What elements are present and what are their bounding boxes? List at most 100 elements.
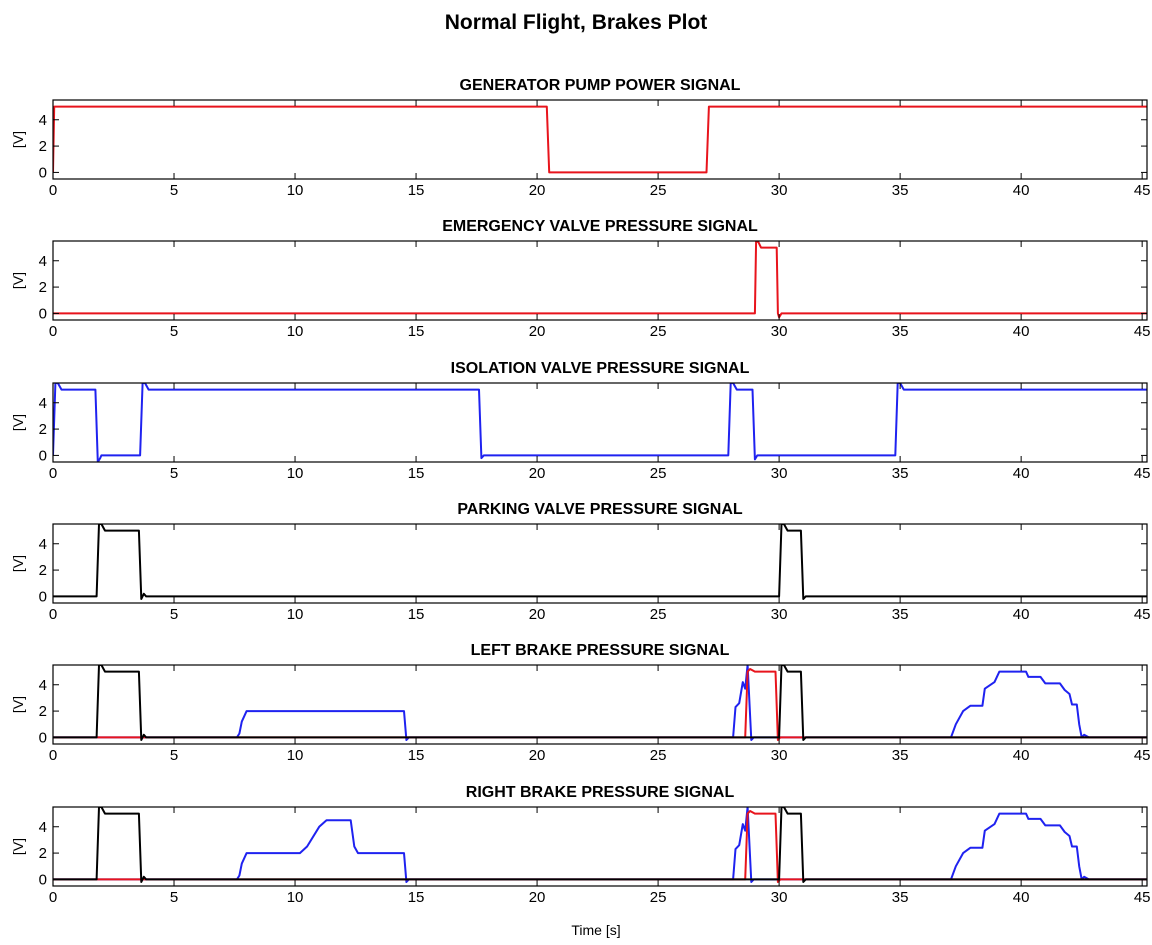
subplot-title: LEFT BRAKE PRESSURE SIGNAL (471, 642, 730, 659)
x-tick-label: 25 (650, 465, 667, 482)
x-tick-label: 25 (650, 606, 667, 623)
x-tick-label: 10 (287, 182, 304, 199)
y-axis-label: [V] (10, 555, 26, 572)
x-tick-label: 0 (49, 465, 57, 482)
x-tick-label: 5 (170, 606, 178, 623)
x-tick-label: 45 (1134, 747, 1151, 764)
subplot-1: GENERATOR PUMP POWER SIGNAL 0 5 10 15 20 25 30 3… (10, 77, 1151, 199)
x-tick-label: 0 (49, 606, 57, 623)
x-tick-label: 10 (287, 747, 304, 764)
x-tick-label: 20 (529, 465, 546, 482)
x-tick-label: 45 (1134, 465, 1151, 482)
y-tick-label: 4 (39, 677, 47, 694)
y-axis-label: [V] (10, 696, 26, 713)
x-tick-label: 40 (1013, 747, 1030, 764)
series-line-red (53, 241, 1147, 319)
x-tick-label: 5 (170, 182, 178, 199)
x-tick-label: 30 (771, 889, 788, 906)
x-tick-label: 45 (1134, 182, 1151, 199)
x-tick-label: 45 (1134, 323, 1151, 340)
series-line-blue (53, 807, 1147, 883)
x-tick-label: 0 (49, 182, 57, 199)
plot-frame (52, 240, 1148, 321)
subplot-title: EMERGENCY VALVE PRESSURE SIGNAL (442, 218, 758, 235)
y-tick-label: 0 (39, 871, 47, 888)
y-tick-label: 0 (39, 729, 47, 746)
figure-title: Normal Flight, Brakes Plot (445, 11, 708, 34)
y-tick-label: 2 (39, 845, 47, 862)
x-tick-label: 40 (1013, 606, 1030, 623)
y-axis-label: [V] (10, 272, 26, 289)
x-tick-label: 30 (771, 465, 788, 482)
x-tick-label: 35 (892, 606, 909, 623)
y-tick-label: 0 (39, 588, 47, 605)
x-tick-label: 5 (170, 889, 178, 906)
y-tick-label: 4 (39, 112, 47, 129)
series-line-black (53, 807, 1147, 883)
y-tick-label: 4 (39, 253, 47, 270)
x-tick-label: 20 (529, 606, 546, 623)
y-tick-label: 2 (39, 279, 47, 296)
x-tick-label: 20 (529, 182, 546, 199)
y-tick-label: 2 (39, 703, 47, 720)
y-axis-label: [V] (10, 414, 26, 431)
x-tick-label: 30 (771, 606, 788, 623)
x-tick-label: 5 (170, 465, 178, 482)
x-tick-label: 35 (892, 182, 909, 199)
x-tick-label: 35 (892, 889, 909, 906)
x-tick-label: 30 (771, 182, 788, 199)
y-tick-label: 2 (39, 421, 47, 438)
x-tick-label: 20 (529, 747, 546, 764)
plot-frame (52, 664, 1148, 745)
y-tick-label: 2 (39, 138, 47, 155)
x-tick-label: 15 (408, 606, 425, 623)
x-tick-label: 25 (650, 182, 667, 199)
plot-frame (52, 806, 1148, 887)
y-tick-label: 4 (39, 536, 47, 553)
x-tick-label: 25 (650, 323, 667, 340)
x-tick-label: 5 (170, 323, 178, 340)
subplot-title: GENERATOR PUMP POWER SIGNAL (460, 77, 741, 94)
x-tick-label: 25 (650, 889, 667, 906)
x-tick-label: 40 (1013, 465, 1030, 482)
plot-frame (52, 523, 1148, 604)
subplot-title: ISOLATION VALVE PRESSURE SIGNAL (451, 360, 750, 377)
x-tick-label: 0 (49, 747, 57, 764)
x-tick-label: 0 (49, 323, 57, 340)
x-tick-label: 20 (529, 323, 546, 340)
y-tick-label: 4 (39, 395, 47, 412)
y-axis-label: [V] (10, 131, 26, 148)
x-tick-label: 15 (408, 465, 425, 482)
series-line-red (53, 105, 1147, 174)
x-tick-label: 30 (771, 747, 788, 764)
x-tick-label: 0 (49, 889, 57, 906)
x-tick-label: 40 (1013, 889, 1030, 906)
x-tick-label: 15 (408, 323, 425, 340)
x-tick-label: 15 (408, 182, 425, 199)
x-tick-label: 10 (287, 889, 304, 906)
subplot-title: RIGHT BRAKE PRESSURE SIGNAL (466, 784, 735, 801)
x-axis-label: Time [s] (571, 922, 620, 938)
x-tick-label: 45 (1134, 606, 1151, 623)
series-line-black (53, 524, 1147, 600)
x-tick-label: 45 (1134, 889, 1151, 906)
x-tick-label: 15 (408, 747, 425, 764)
series-line-blue (53, 383, 1147, 462)
series-line-black (53, 665, 1147, 741)
series-line-blue (53, 665, 1147, 741)
x-tick-label: 40 (1013, 182, 1030, 199)
x-tick-label: 15 (408, 889, 425, 906)
y-axis-label: [V] (10, 838, 26, 855)
x-tick-label: 10 (287, 606, 304, 623)
y-tick-label: 0 (39, 305, 47, 322)
subplot-title: PARKING VALVE PRESSURE SIGNAL (457, 501, 743, 518)
x-tick-label: 10 (287, 323, 304, 340)
x-tick-label: 25 (650, 747, 667, 764)
y-tick-label: 2 (39, 562, 47, 579)
x-tick-label: 40 (1013, 323, 1030, 340)
